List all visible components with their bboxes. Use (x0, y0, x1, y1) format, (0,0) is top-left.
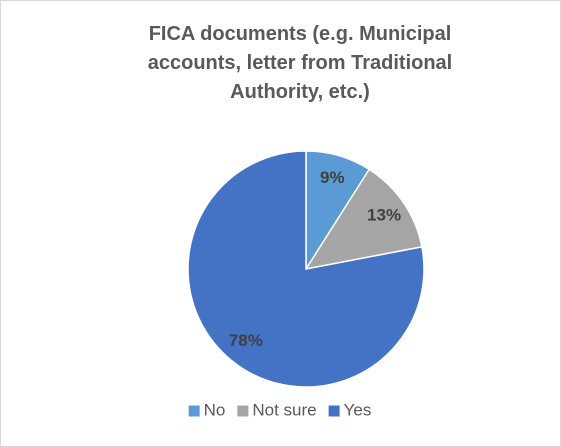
pie-slice (304, 168, 423, 271)
legend-label: No (204, 400, 226, 419)
legend-swatch (188, 405, 200, 417)
data-label: 78% (229, 331, 263, 350)
legend-swatch (328, 405, 340, 417)
legend-swatch (237, 405, 249, 417)
pie-slice (187, 150, 425, 388)
legend-label: Not sure (252, 400, 316, 419)
data-label: 13% (367, 205, 401, 224)
chart-title: FICA documents (e.g. Municipal accounts,… (147, 23, 453, 103)
legend-label: Yes (344, 400, 372, 419)
data-label: 9% (320, 168, 345, 187)
